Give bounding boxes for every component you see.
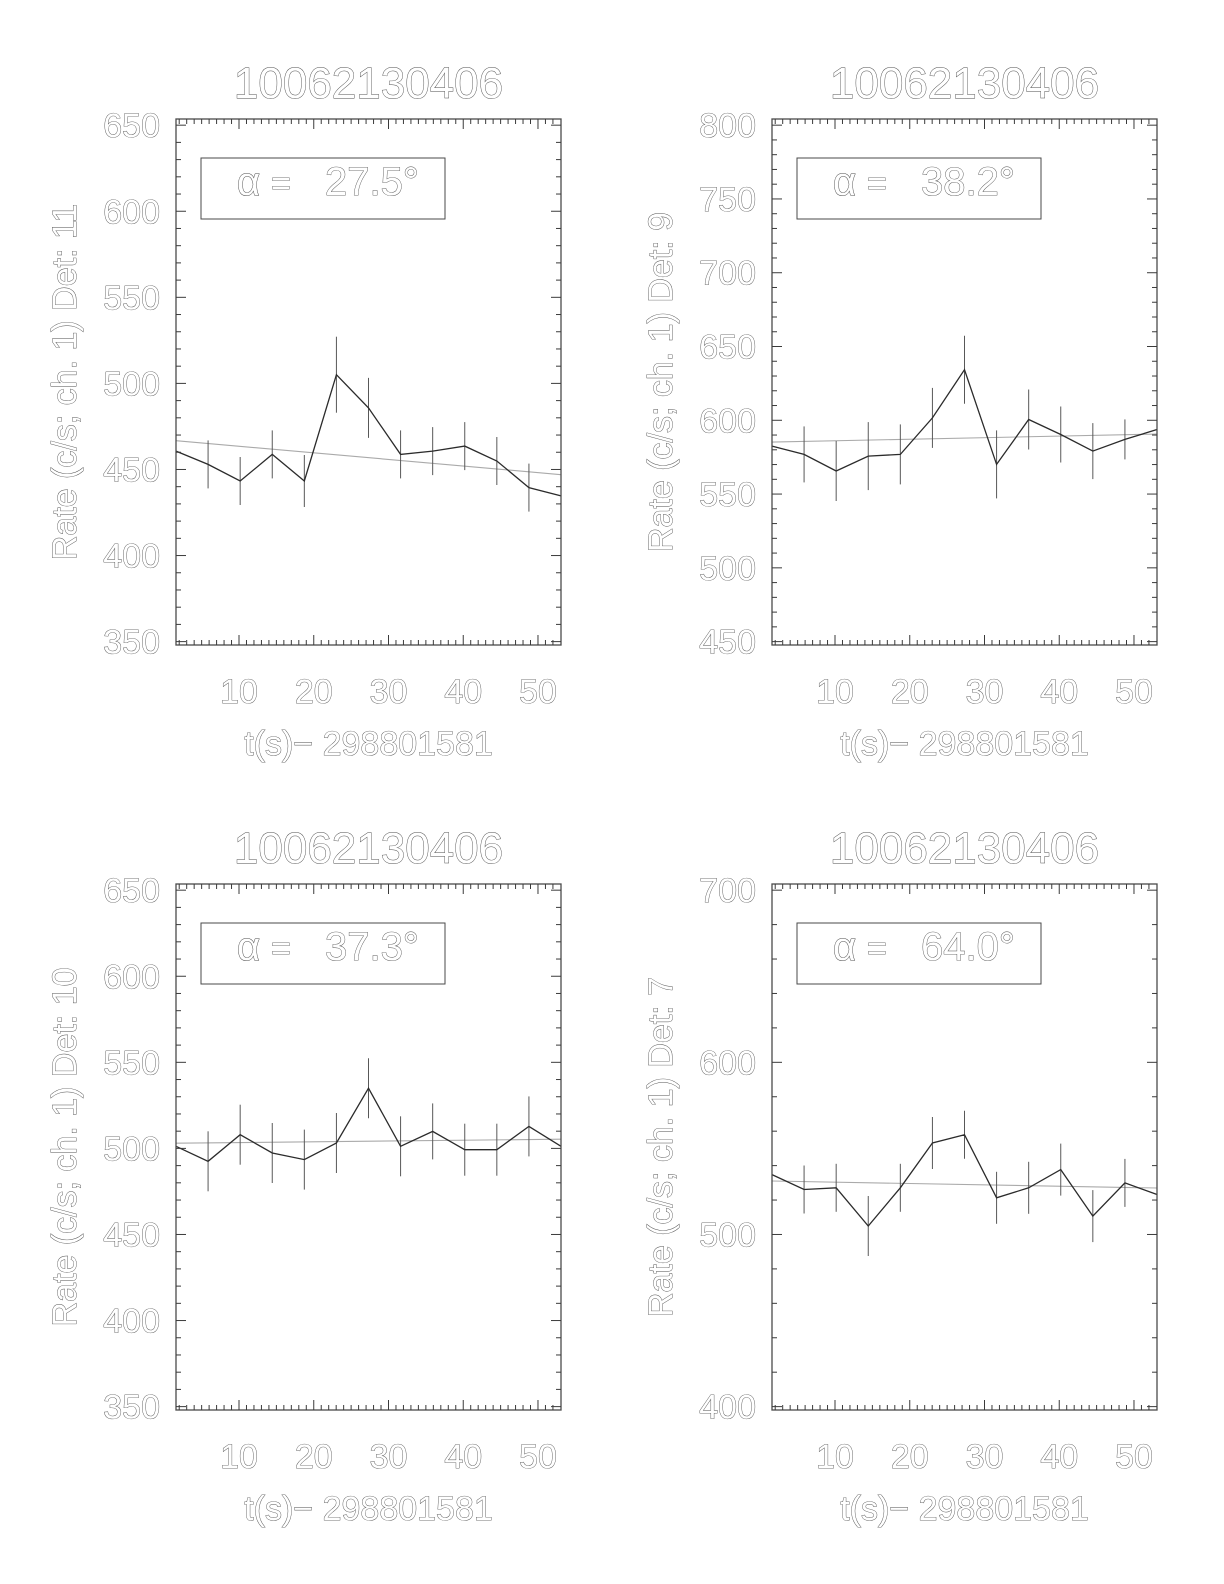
svg-text:30: 30 — [965, 1438, 1003, 1476]
svg-text:600: 600 — [699, 402, 756, 440]
svg-text:750: 750 — [699, 181, 756, 219]
svg-text:=: = — [271, 930, 291, 968]
svg-text:800: 800 — [699, 107, 756, 145]
svg-text:27.5°: 27.5° — [325, 160, 419, 204]
svg-text:40: 40 — [444, 1438, 482, 1476]
svg-text:550: 550 — [699, 476, 756, 514]
svg-text:350: 350 — [103, 1389, 160, 1427]
svg-text:Rate (c/s; ch. 1) Det: 7: Rate (c/s; ch. 1) Det: 7 — [642, 977, 680, 1317]
svg-text:10062130406: 10062130406 — [234, 59, 503, 108]
svg-text:30: 30 — [965, 673, 1003, 711]
svg-text:350: 350 — [103, 624, 160, 662]
svg-text:450: 450 — [103, 1216, 160, 1254]
svg-text:10: 10 — [220, 1438, 258, 1476]
svg-text:400: 400 — [103, 1303, 160, 1341]
svg-text:500: 500 — [699, 1216, 756, 1254]
svg-text:40: 40 — [444, 673, 482, 711]
svg-text:20: 20 — [890, 1438, 928, 1476]
svg-text:α: α — [833, 925, 856, 969]
svg-text:40: 40 — [1040, 673, 1078, 711]
svg-text:64.0°: 64.0° — [921, 925, 1015, 969]
svg-text:30: 30 — [370, 673, 408, 711]
svg-text:10062130406: 10062130406 — [829, 824, 1098, 873]
svg-text:50: 50 — [1115, 673, 1153, 711]
svg-text:10: 10 — [816, 673, 854, 711]
svg-text:500: 500 — [699, 550, 756, 588]
svg-text:10062130406: 10062130406 — [829, 59, 1098, 108]
svg-text:450: 450 — [699, 624, 756, 662]
svg-text:500: 500 — [103, 365, 160, 403]
svg-text:37.3°: 37.3° — [325, 925, 419, 969]
svg-text:Rate (c/s; ch. 1) Det: 10: Rate (c/s; ch. 1) Det: 10 — [46, 967, 84, 1326]
svg-text:400: 400 — [699, 1389, 756, 1427]
svg-text:α: α — [237, 925, 260, 969]
svg-text:α: α — [833, 160, 856, 204]
svg-text:=: = — [867, 930, 887, 968]
svg-text:20: 20 — [295, 673, 333, 711]
svg-text:50: 50 — [519, 673, 557, 711]
svg-text:t(s)− 298801581: t(s)− 298801581 — [840, 1490, 1089, 1528]
svg-text:550: 550 — [103, 1044, 160, 1082]
svg-text:650: 650 — [699, 329, 756, 367]
svg-text:600: 600 — [103, 958, 160, 996]
svg-text:=: = — [867, 165, 887, 203]
svg-text:20: 20 — [890, 673, 928, 711]
svg-text:30: 30 — [370, 1438, 408, 1476]
svg-text:t(s)− 298801581: t(s)− 298801581 — [244, 1490, 493, 1528]
svg-text:10: 10 — [220, 673, 258, 711]
svg-text:t(s)− 298801581: t(s)− 298801581 — [840, 725, 1089, 763]
svg-text:650: 650 — [103, 107, 160, 145]
svg-text:50: 50 — [519, 1438, 557, 1476]
svg-text:600: 600 — [103, 193, 160, 231]
svg-text:10062130406: 10062130406 — [234, 824, 503, 873]
svg-text:α: α — [237, 160, 260, 204]
svg-text:400: 400 — [103, 538, 160, 576]
svg-text:650: 650 — [103, 872, 160, 910]
svg-text:700: 700 — [699, 872, 756, 910]
svg-text:Rate (c/s; ch. 1) Det: 9: Rate (c/s; ch. 1) Det: 9 — [642, 212, 680, 552]
svg-text:=: = — [271, 165, 291, 203]
svg-text:500: 500 — [103, 1130, 160, 1168]
svg-text:700: 700 — [699, 255, 756, 293]
svg-text:550: 550 — [103, 279, 160, 317]
svg-text:t(s)− 298801581: t(s)− 298801581 — [244, 725, 493, 763]
svg-text:38.2°: 38.2° — [921, 160, 1015, 204]
svg-text:600: 600 — [699, 1044, 756, 1082]
svg-text:50: 50 — [1115, 1438, 1153, 1476]
svg-text:10: 10 — [816, 1438, 854, 1476]
svg-text:20: 20 — [295, 1438, 333, 1476]
svg-text:450: 450 — [103, 451, 160, 489]
svg-text:40: 40 — [1040, 1438, 1078, 1476]
svg-text:Rate (c/s; ch. 1) Det: 11: Rate (c/s; ch. 1) Det: 11 — [46, 204, 84, 561]
